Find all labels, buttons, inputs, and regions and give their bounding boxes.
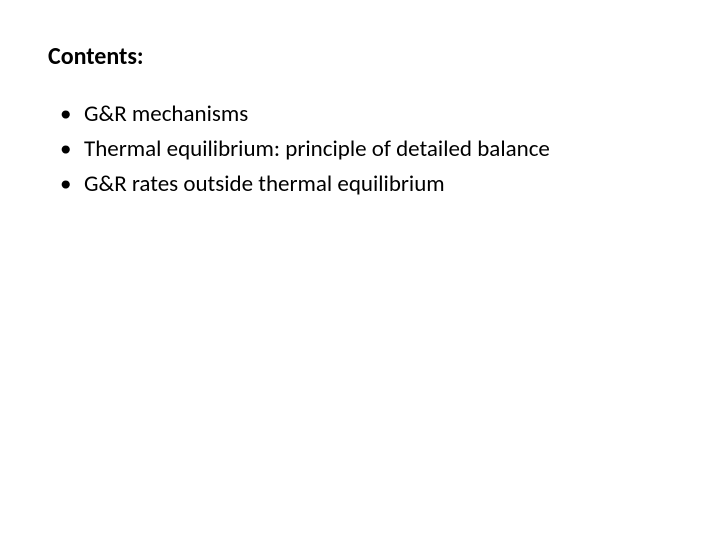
contents-heading: Contents: [48,42,672,71]
contents-list: G&R mechanisms Thermal equilibrium: prin… [48,99,672,200]
list-item: G&R mechanisms [60,99,672,130]
list-item: G&R rates outside thermal equilibrium [60,169,672,200]
list-item: Thermal equilibrium: principle of detail… [60,134,672,165]
